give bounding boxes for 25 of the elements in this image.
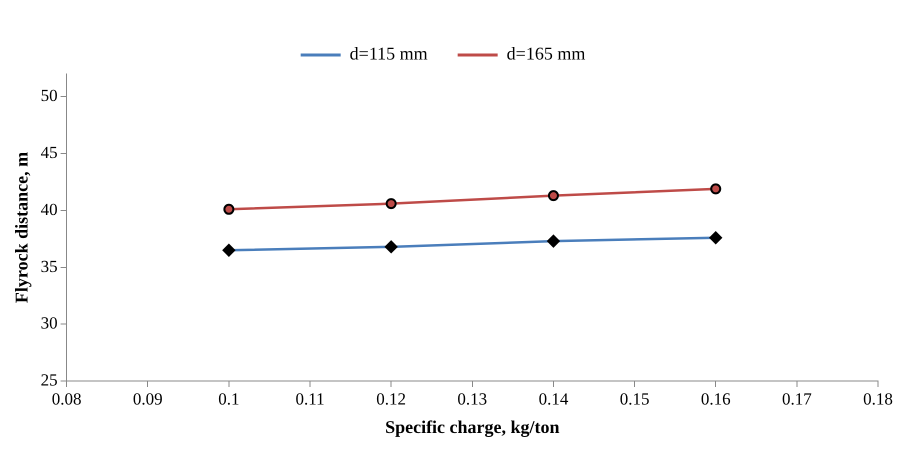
point xyxy=(548,190,559,202)
x-tick-label: 0.14 xyxy=(538,390,569,409)
point xyxy=(710,183,722,194)
x-tick-label: 0.09 xyxy=(132,390,163,409)
y-tick-label: 50 xyxy=(40,86,58,106)
x-tick-label: 0.12 xyxy=(376,390,406,409)
point xyxy=(386,198,397,210)
y-tick-label: 30 xyxy=(40,314,58,333)
x-tick-label: 0.1 xyxy=(218,390,240,409)
y-tick-label: 45 xyxy=(40,143,58,162)
y-tick-label: 35 xyxy=(40,256,58,276)
x-tick-label: 0.11 xyxy=(295,390,325,409)
legend-label: d=165 mm xyxy=(506,44,586,64)
x-axis-title: Specific charge, kg/ton xyxy=(385,416,560,437)
y-axis-title: Flyrock distance, m xyxy=(11,152,32,304)
x-tick-label: 0.17 xyxy=(782,390,812,409)
x-tick-label: 0.08 xyxy=(52,390,82,409)
x-tick-label: 0.13 xyxy=(457,390,488,409)
x-tick-label: 0.18 xyxy=(863,390,893,409)
x-tick-label: 0.16 xyxy=(700,390,731,409)
y-tick-label: 40 xyxy=(40,200,58,219)
legend-label: d=115 mm xyxy=(350,44,428,64)
y-tick-label: 25 xyxy=(40,370,58,390)
x-tick-label: 0.15 xyxy=(620,390,650,409)
point xyxy=(223,204,234,215)
